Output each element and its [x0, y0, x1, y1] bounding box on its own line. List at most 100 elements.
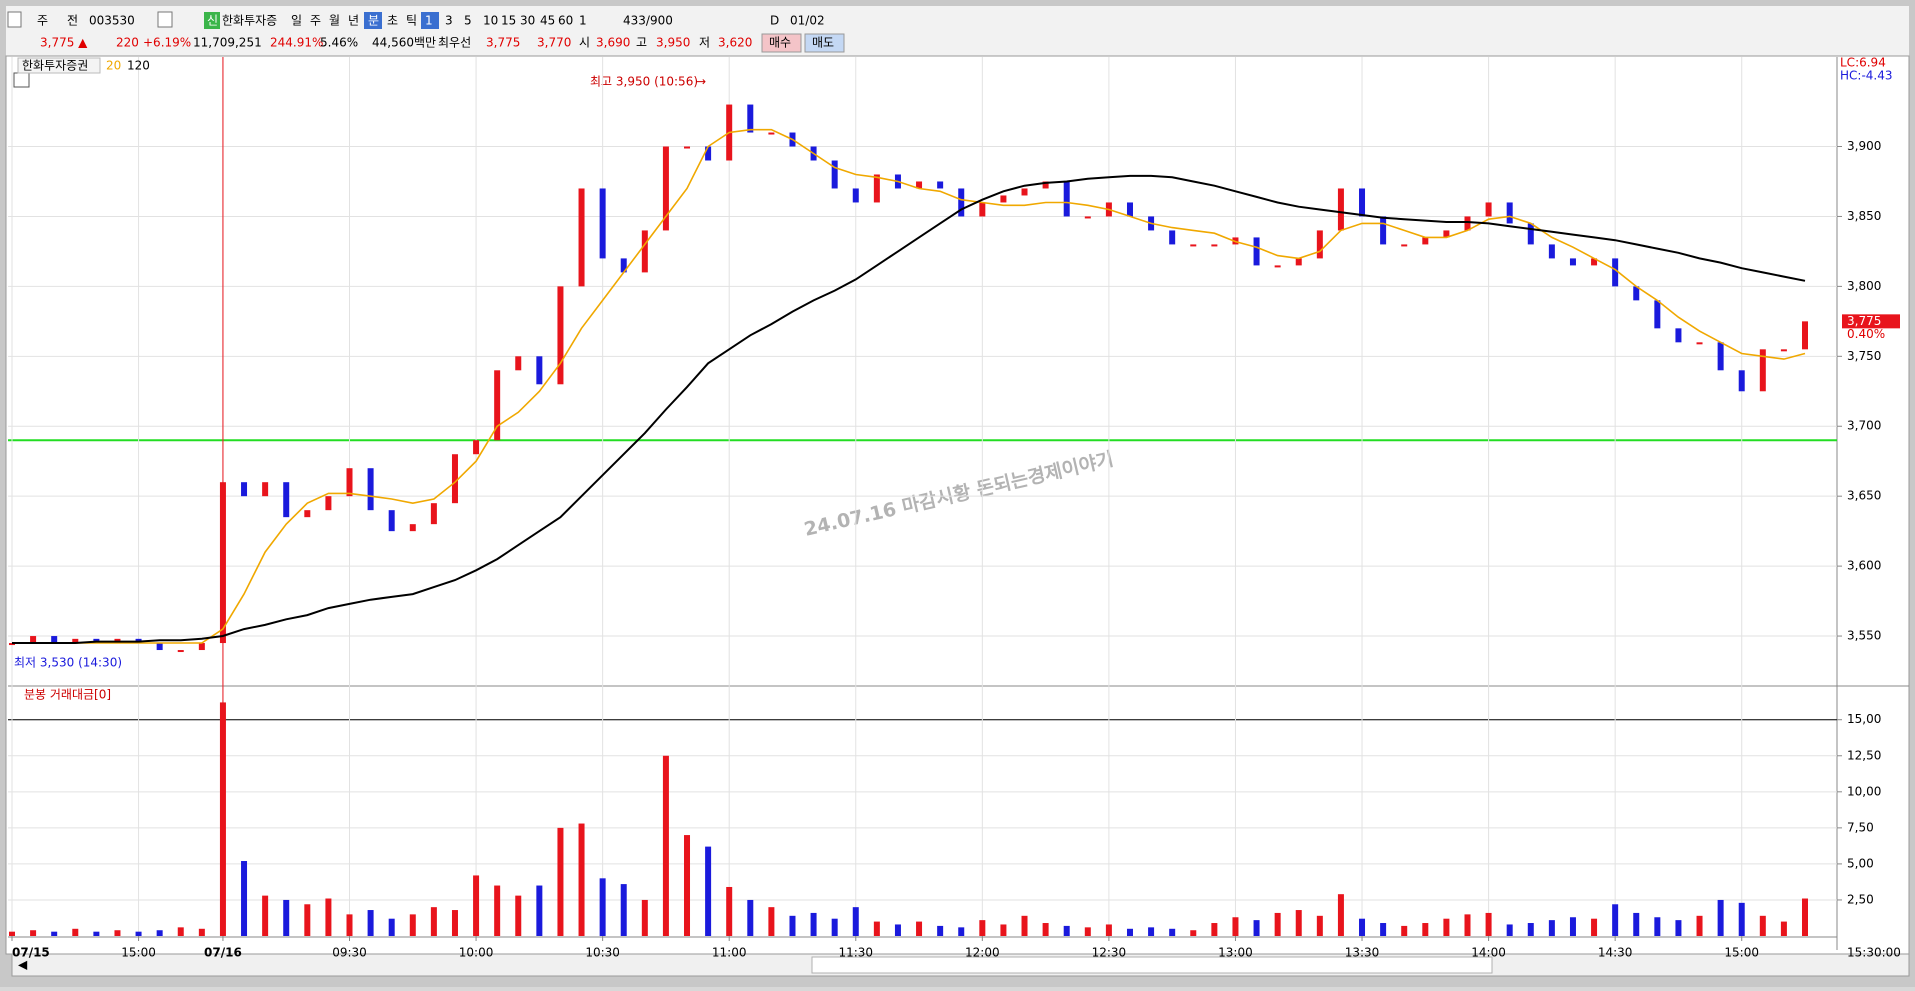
- toolbar-item[interactable]: 초: [387, 14, 398, 28]
- candle: [1464, 216, 1471, 231]
- candle: [1380, 216, 1387, 245]
- toolbar-selected: [421, 12, 439, 29]
- toolbar-item[interactable]: 신: [207, 14, 218, 28]
- scroll-thumb[interactable]: [811, 956, 1493, 974]
- volume-bar: [451, 910, 458, 936]
- tool-icon[interactable]: [7, 11, 22, 28]
- quote-item: +6.19%: [143, 36, 191, 50]
- high-annotation: 최고 3,950 (10:56): [590, 75, 698, 89]
- toolbar-item[interactable]: 60: [558, 14, 573, 28]
- candle: [1274, 265, 1281, 268]
- y-tick-label: 3,600: [1847, 559, 1881, 573]
- candle: [599, 188, 606, 259]
- candle: [219, 482, 226, 644]
- buy-button[interactable]: [761, 33, 802, 53]
- scroll-left[interactable]: ◀: [18, 958, 28, 972]
- y-tick-label: 3,900: [1847, 139, 1881, 153]
- toolbar-item[interactable]: 5: [464, 14, 472, 28]
- volume-bar: [1380, 923, 1387, 936]
- toolbar-item[interactable]: 전: [67, 14, 78, 28]
- toolbar-item[interactable]: 3: [445, 14, 453, 28]
- candle: [662, 146, 669, 231]
- candle: [346, 468, 353, 497]
- candle: [1211, 244, 1218, 247]
- toolbar-item[interactable]: 45: [540, 14, 555, 28]
- toolbar-item[interactable]: 한화투자증: [222, 14, 277, 28]
- search-icon[interactable]: [157, 11, 173, 28]
- grid-icon[interactable]: [13, 72, 30, 88]
- volume-title: 분봉 거래대금[0]: [24, 688, 111, 702]
- candle: [1780, 349, 1787, 352]
- volume-bar: [1485, 912, 1492, 936]
- volume-bar: [72, 928, 79, 936]
- price-tag-bg: [1842, 314, 1900, 329]
- toolbar-selected: [364, 12, 382, 29]
- toolbar-item[interactable]: 1: [579, 14, 587, 28]
- toolbar-item[interactable]: 분: [368, 14, 379, 28]
- volume-bar: [662, 755, 669, 936]
- candle: [198, 643, 205, 651]
- toolbar-bg: [6, 6, 1909, 56]
- toolbar-item[interactable]: 003530: [89, 14, 135, 28]
- volume-bar: [1337, 894, 1344, 936]
- candle: [1316, 230, 1323, 259]
- volume-bar: [873, 921, 880, 936]
- candle: [1717, 342, 1724, 371]
- toolbar-item[interactable]: 01/02: [790, 14, 825, 28]
- quote-item: 저: [699, 36, 710, 50]
- candle: [768, 132, 775, 135]
- candle: [388, 510, 395, 532]
- quote-item: 매수: [769, 36, 791, 50]
- toolbar-item[interactable]: 433/900: [623, 14, 673, 28]
- y-tick-label: 3,850: [1847, 209, 1881, 223]
- volume-bar: [726, 886, 733, 936]
- candle: [409, 524, 416, 532]
- volume-bar: [51, 931, 58, 936]
- candle: [1654, 300, 1661, 329]
- quote-item: 11,709,251: [193, 36, 262, 50]
- volume-bar: [156, 930, 163, 936]
- volume-bar: [789, 915, 796, 936]
- toolbar-item[interactable]: 15: [501, 14, 516, 28]
- x-tick-label: 13:30: [1345, 946, 1380, 960]
- toolbar-item[interactable]: 년: [348, 14, 359, 28]
- y-tick-label: 2,50: [1847, 892, 1874, 906]
- candle: [1802, 321, 1808, 350]
- toolbar-item[interactable]: 주: [310, 14, 321, 28]
- legend-entry: 한화투자증권: [22, 59, 88, 73]
- hc-label: HC:-4.43: [1840, 69, 1893, 83]
- volume-bar: [1591, 918, 1598, 936]
- candle: [1169, 230, 1176, 245]
- volume-bar: [768, 907, 775, 936]
- volume-bar: [114, 930, 121, 936]
- toolbar-item[interactable]: 틱: [406, 14, 417, 28]
- sell-button[interactable]: [804, 33, 845, 53]
- toolbar-item[interactable]: 주: [37, 14, 48, 28]
- x-tick-label: 10:00: [459, 946, 494, 960]
- y-tick-label: 3,550: [1847, 629, 1881, 643]
- candle: [156, 643, 163, 651]
- volume-bar: [93, 931, 100, 936]
- toolbar-item[interactable]: 일: [291, 14, 302, 28]
- x-tick-label: 14:30: [1598, 946, 1633, 960]
- x-end-label: 15:30:00: [1847, 946, 1901, 960]
- candle: [1359, 188, 1366, 217]
- candle: [641, 230, 648, 273]
- candle: [1337, 188, 1344, 231]
- low-annotation: 최저 3,530 (14:30): [14, 656, 122, 670]
- candle: [1422, 237, 1429, 245]
- toolbar-item[interactable]: 1: [425, 14, 433, 28]
- volume-bar: [1612, 904, 1619, 936]
- candle: [473, 440, 480, 455]
- quote-item: 3,620: [718, 36, 752, 50]
- x-tick-label: 14:00: [1471, 946, 1506, 960]
- candle: [916, 181, 923, 189]
- toolbar-item[interactable]: 30: [520, 14, 535, 28]
- legend-box: [17, 57, 101, 74]
- volume-bar: [979, 920, 986, 936]
- candle: [578, 188, 585, 287]
- toolbar-item[interactable]: 월: [329, 14, 340, 28]
- x-tick-label: 12:00: [965, 946, 1000, 960]
- toolbar-item[interactable]: 10: [483, 14, 498, 28]
- toolbar-item[interactable]: D: [770, 14, 779, 28]
